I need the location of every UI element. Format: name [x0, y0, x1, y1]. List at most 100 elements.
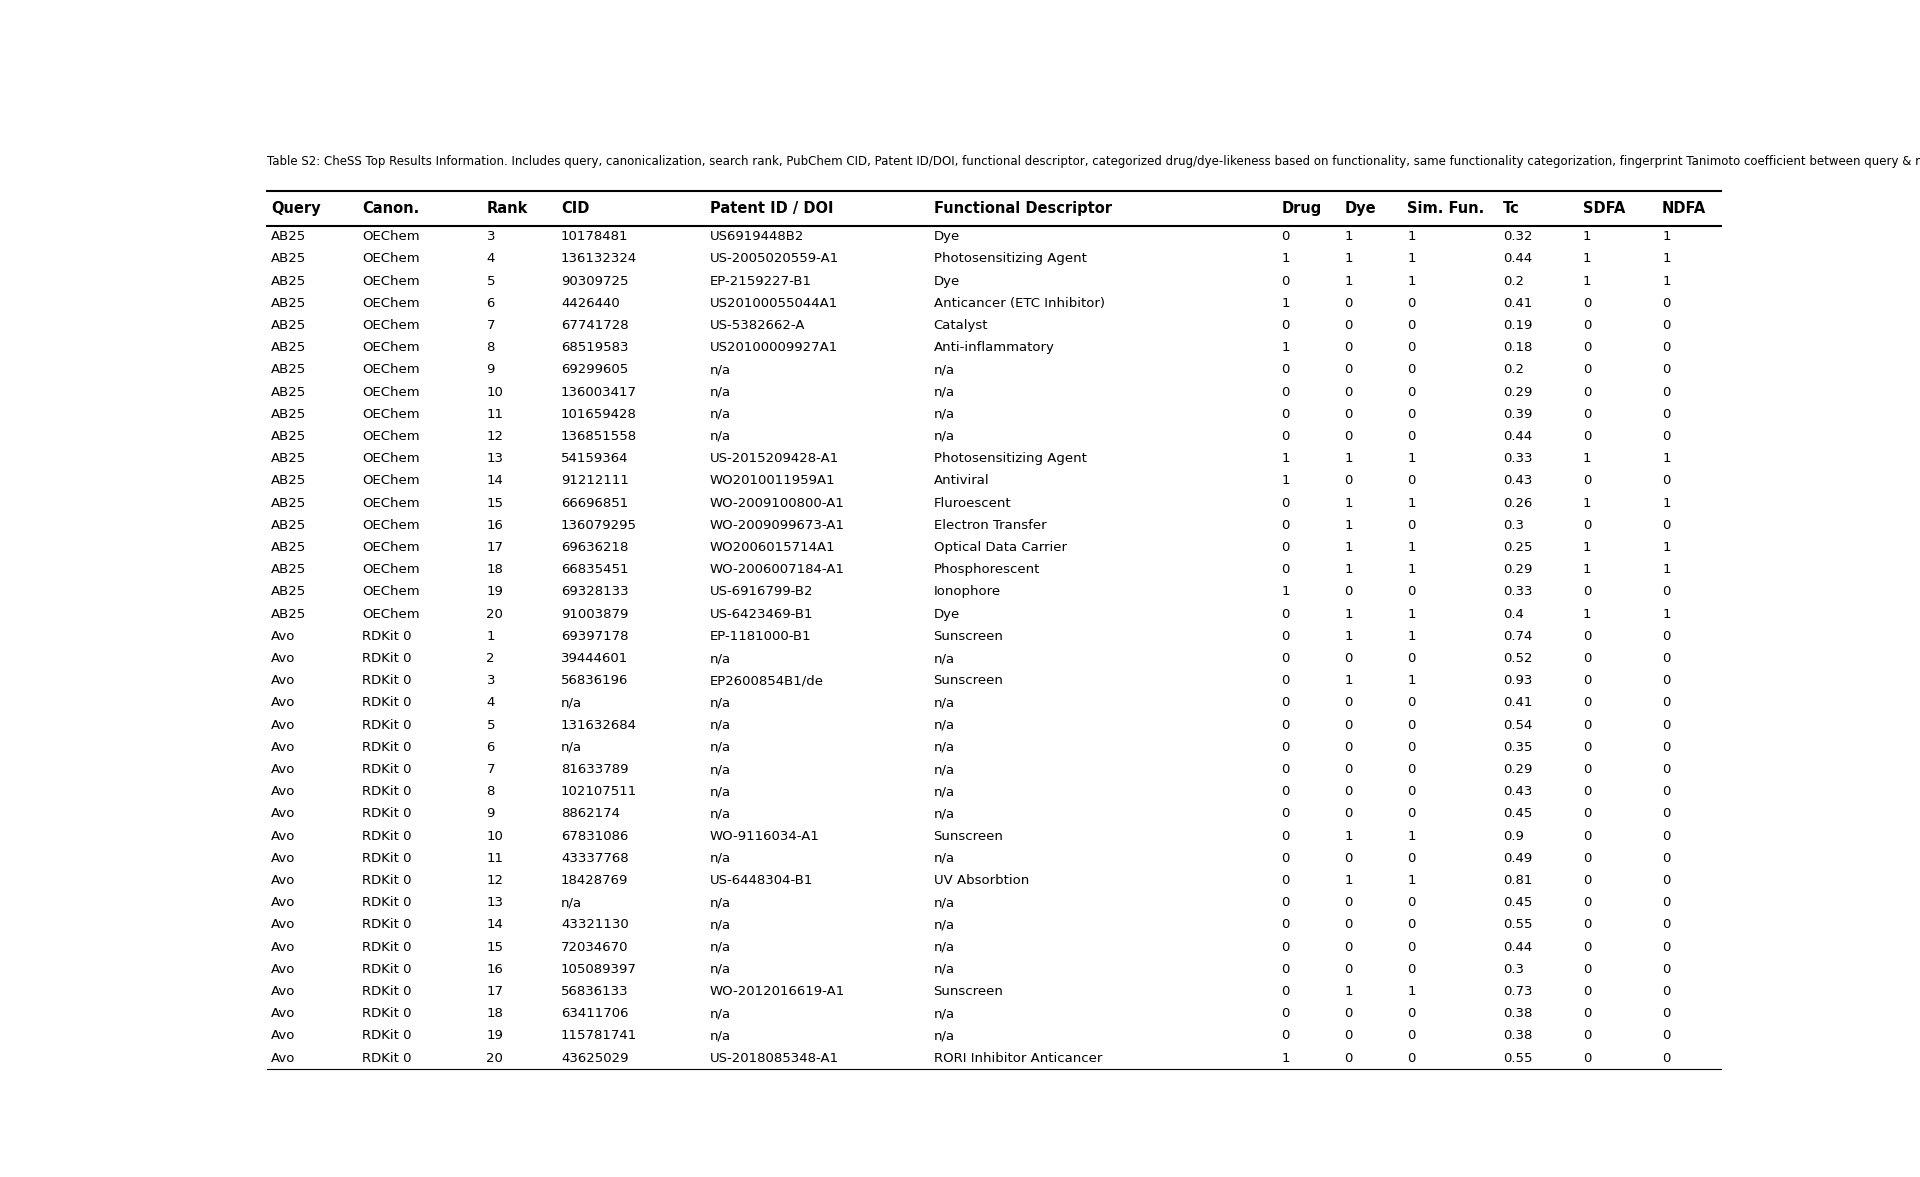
- Text: OEChem: OEChem: [363, 430, 420, 443]
- Text: 0: 0: [1281, 697, 1290, 710]
- Text: 0: 0: [1281, 785, 1290, 798]
- Text: 0: 0: [1281, 630, 1290, 643]
- Text: 1: 1: [1344, 985, 1354, 998]
- Text: AB25: AB25: [271, 274, 307, 287]
- Text: 0: 0: [1281, 830, 1290, 843]
- Text: 1: 1: [1344, 607, 1354, 620]
- Text: 0.38: 0.38: [1503, 1008, 1532, 1020]
- Text: Optical Data Carrier: Optical Data Carrier: [933, 541, 1068, 554]
- Text: 43337768: 43337768: [561, 852, 628, 865]
- Text: AB25: AB25: [271, 297, 307, 310]
- Text: 0: 0: [1407, 896, 1415, 910]
- Text: AB25: AB25: [271, 231, 307, 244]
- Text: 1: 1: [1344, 875, 1354, 887]
- Text: 1: 1: [1582, 231, 1592, 244]
- Text: 0: 0: [1582, 297, 1592, 310]
- Text: n/a: n/a: [933, 1030, 954, 1043]
- Text: US-6916799-B2: US-6916799-B2: [710, 585, 814, 598]
- Text: 69397178: 69397178: [561, 630, 628, 643]
- Text: 0: 0: [1663, 430, 1670, 443]
- Text: WO-2009099673-A1: WO-2009099673-A1: [710, 519, 845, 532]
- Text: 66835451: 66835451: [561, 563, 628, 577]
- Text: 1: 1: [1407, 497, 1415, 510]
- Text: 1: 1: [1663, 563, 1670, 577]
- Text: n/a: n/a: [710, 697, 732, 710]
- Text: Fluroescent: Fluroescent: [933, 497, 1012, 510]
- Text: 0.55: 0.55: [1503, 918, 1532, 931]
- Text: 0: 0: [1663, 585, 1670, 598]
- Text: 0: 0: [1663, 674, 1670, 687]
- Text: 0: 0: [1344, 807, 1352, 820]
- Text: 0: 0: [1582, 785, 1592, 798]
- Text: 0: 0: [1407, 963, 1415, 976]
- Text: n/a: n/a: [933, 852, 954, 865]
- Text: 0: 0: [1663, 297, 1670, 310]
- Text: 1: 1: [1281, 585, 1290, 598]
- Text: Avo: Avo: [271, 740, 296, 753]
- Text: 0: 0: [1281, 852, 1290, 865]
- Text: 1: 1: [1344, 630, 1354, 643]
- Text: 69299605: 69299605: [561, 364, 628, 377]
- Text: 0: 0: [1344, 474, 1352, 487]
- Text: CID: CID: [561, 201, 589, 215]
- Text: 1: 1: [1344, 252, 1354, 265]
- Text: 0: 0: [1344, 652, 1352, 665]
- Text: n/a: n/a: [710, 740, 732, 753]
- Text: OEChem: OEChem: [363, 407, 420, 420]
- Text: 0: 0: [1407, 918, 1415, 931]
- Text: n/a: n/a: [933, 697, 954, 710]
- Text: 5: 5: [486, 274, 495, 287]
- Text: 0.33: 0.33: [1503, 452, 1532, 465]
- Text: Avo: Avo: [271, 652, 296, 665]
- Text: 0: 0: [1582, 430, 1592, 443]
- Text: AB25: AB25: [271, 364, 307, 377]
- Text: EP2600854B1/de: EP2600854B1/de: [710, 674, 824, 687]
- Text: 18: 18: [486, 563, 503, 577]
- Text: 19: 19: [486, 585, 503, 598]
- Text: 13: 13: [486, 896, 503, 910]
- Text: Sunscreen: Sunscreen: [933, 830, 1004, 843]
- Text: 0.29: 0.29: [1503, 386, 1532, 399]
- Text: 11: 11: [486, 852, 503, 865]
- Text: 1: 1: [1582, 541, 1592, 554]
- Text: 0: 0: [1663, 341, 1670, 354]
- Text: 0: 0: [1582, 341, 1592, 354]
- Text: 1: 1: [1407, 607, 1415, 620]
- Text: 0.41: 0.41: [1503, 697, 1532, 710]
- Text: UV Absorbtion: UV Absorbtion: [933, 875, 1029, 887]
- Text: 1: 1: [1663, 452, 1670, 465]
- Text: 90309725: 90309725: [561, 274, 628, 287]
- Text: n/a: n/a: [710, 918, 732, 931]
- Text: 0.18: 0.18: [1503, 341, 1532, 354]
- Text: 0: 0: [1582, 474, 1592, 487]
- Text: 136132324: 136132324: [561, 252, 637, 265]
- Text: n/a: n/a: [710, 963, 732, 976]
- Text: n/a: n/a: [710, 896, 732, 910]
- Text: 19: 19: [486, 1030, 503, 1043]
- Text: 0: 0: [1281, 274, 1290, 287]
- Text: 12: 12: [486, 875, 503, 887]
- Text: OEChem: OEChem: [363, 497, 420, 510]
- Text: 1: 1: [1344, 519, 1354, 532]
- Text: 0: 0: [1582, 940, 1592, 953]
- Text: RDKit 0: RDKit 0: [363, 652, 411, 665]
- Text: 0.44: 0.44: [1503, 252, 1532, 265]
- Text: 0: 0: [1663, 652, 1670, 665]
- Text: 0: 0: [1663, 963, 1670, 976]
- Text: 6: 6: [486, 740, 495, 753]
- Text: 0: 0: [1582, 763, 1592, 776]
- Text: OEChem: OEChem: [363, 452, 420, 465]
- Text: 15: 15: [486, 497, 503, 510]
- Text: 0: 0: [1663, 519, 1670, 532]
- Text: 0: 0: [1281, 918, 1290, 931]
- Text: RDKit 0: RDKit 0: [363, 763, 411, 776]
- Text: 0: 0: [1281, 940, 1290, 953]
- Text: 1: 1: [1407, 231, 1415, 244]
- Text: 1: 1: [1344, 497, 1354, 510]
- Text: 1: 1: [1281, 474, 1290, 487]
- Text: 0: 0: [1344, 1052, 1352, 1065]
- Text: 18: 18: [486, 1008, 503, 1020]
- Text: 91003879: 91003879: [561, 607, 628, 620]
- Text: 0: 0: [1281, 1030, 1290, 1043]
- Text: OEChem: OEChem: [363, 585, 420, 598]
